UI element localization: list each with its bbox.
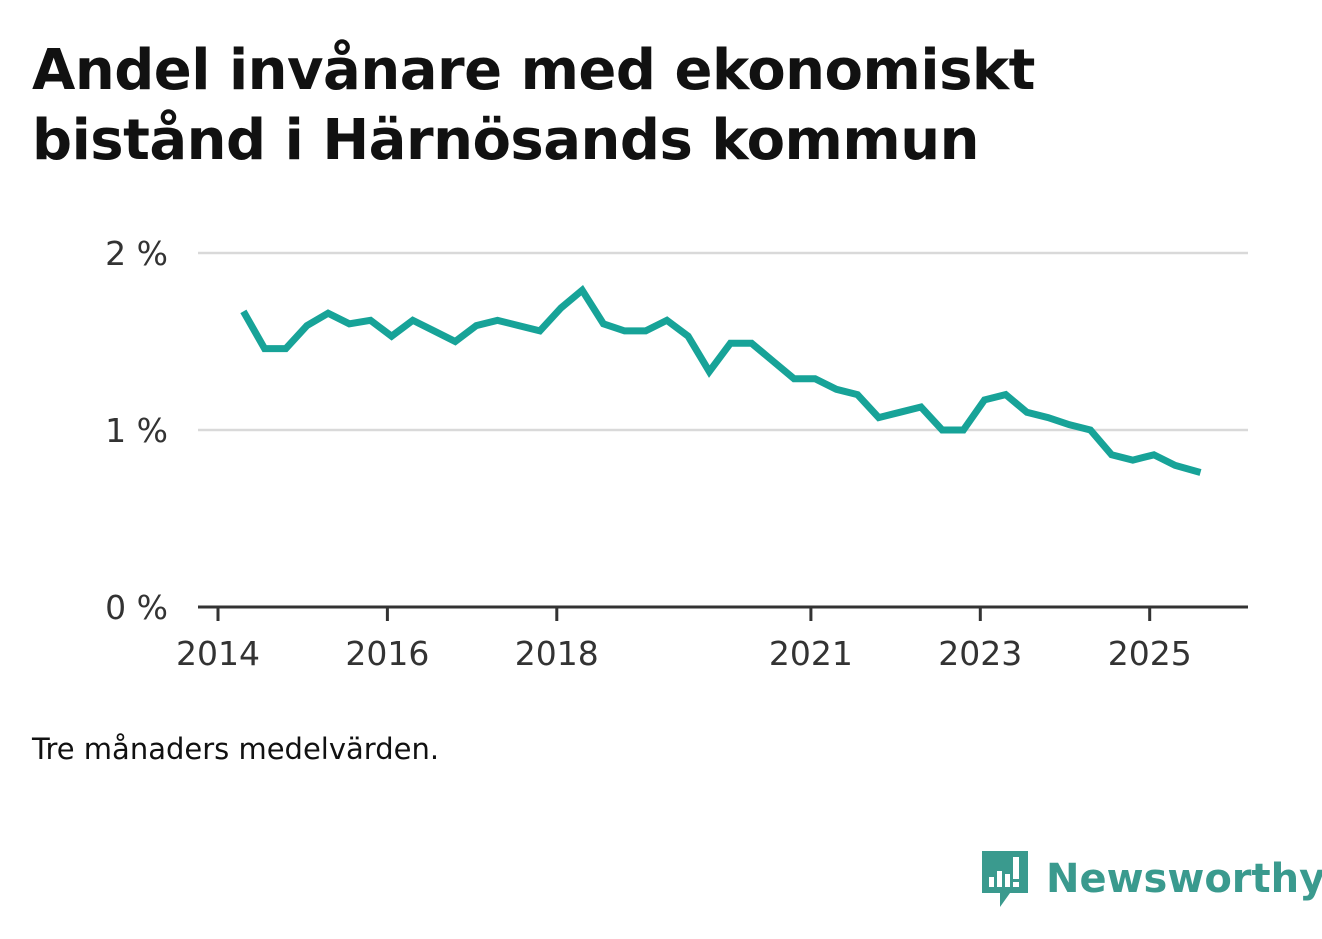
x-tick-label: 2021 — [769, 634, 853, 673]
brand-logo: Newsworthy — [980, 848, 1322, 910]
newsworthy-logo-icon — [982, 851, 1028, 907]
chart-title: Andel invånare med ekonomiskt bistånd i … — [32, 38, 1035, 173]
x-axis-ticks: 2014 2016 2018 2021 2023 2025 — [176, 607, 1192, 673]
series-line — [240, 284, 1202, 476]
x-tick-label: 2014 — [176, 634, 260, 673]
y-tick-label: 0 % — [105, 588, 168, 627]
series-layer — [240, 284, 1202, 476]
x-tick-label: 2016 — [345, 634, 429, 673]
y-tick-label: 2 % — [105, 234, 168, 273]
x-tick-label: 2023 — [938, 634, 1022, 673]
y-axis-ticks: 0 % 1 % 2 % — [105, 234, 168, 627]
x-tick-label: 2025 — [1108, 634, 1192, 673]
y-tick-label: 1 % — [105, 411, 168, 450]
chart-note: Tre månaders medelvärden. — [32, 732, 440, 766]
gridlines — [198, 251, 1248, 432]
brand-name: Newsworthy — [1046, 856, 1322, 902]
x-tick-label: 2018 — [515, 634, 599, 673]
